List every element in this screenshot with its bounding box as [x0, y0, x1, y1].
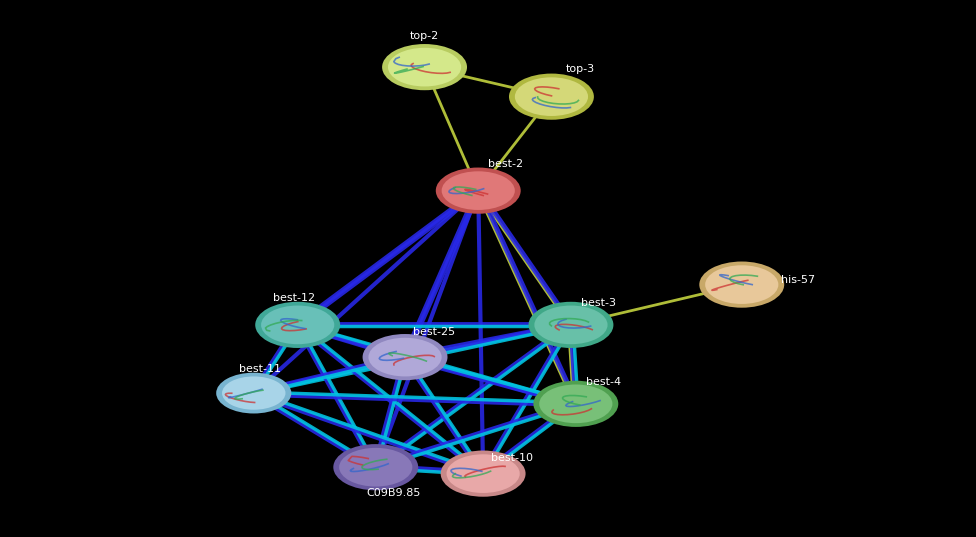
Ellipse shape	[705, 265, 779, 304]
Text: top-3: top-3	[566, 63, 595, 74]
Text: best-10: best-10	[491, 453, 533, 463]
Ellipse shape	[222, 376, 286, 410]
Ellipse shape	[509, 74, 593, 120]
Ellipse shape	[534, 306, 607, 344]
Text: best-11: best-11	[239, 364, 281, 374]
Text: best-25: best-25	[413, 326, 455, 337]
Ellipse shape	[388, 48, 462, 86]
Ellipse shape	[447, 454, 520, 493]
Ellipse shape	[515, 77, 588, 116]
Text: best-2: best-2	[488, 159, 523, 169]
Text: best-12: best-12	[273, 293, 315, 303]
Ellipse shape	[262, 306, 334, 344]
Ellipse shape	[256, 302, 341, 348]
Ellipse shape	[699, 262, 785, 308]
Ellipse shape	[362, 334, 447, 380]
Ellipse shape	[441, 171, 515, 210]
Ellipse shape	[383, 44, 468, 90]
Ellipse shape	[539, 384, 613, 423]
Ellipse shape	[441, 451, 526, 497]
Text: best-3: best-3	[581, 299, 616, 308]
Text: C09B9.85: C09B9.85	[366, 488, 421, 498]
Text: best-4: best-4	[586, 378, 621, 387]
Ellipse shape	[435, 168, 521, 214]
Text: top-2: top-2	[410, 31, 439, 41]
Text: his-57: his-57	[781, 275, 815, 285]
Ellipse shape	[333, 444, 419, 490]
Ellipse shape	[529, 302, 613, 348]
Ellipse shape	[340, 448, 413, 487]
Ellipse shape	[217, 373, 292, 413]
Ellipse shape	[368, 338, 441, 376]
Ellipse shape	[533, 381, 619, 427]
